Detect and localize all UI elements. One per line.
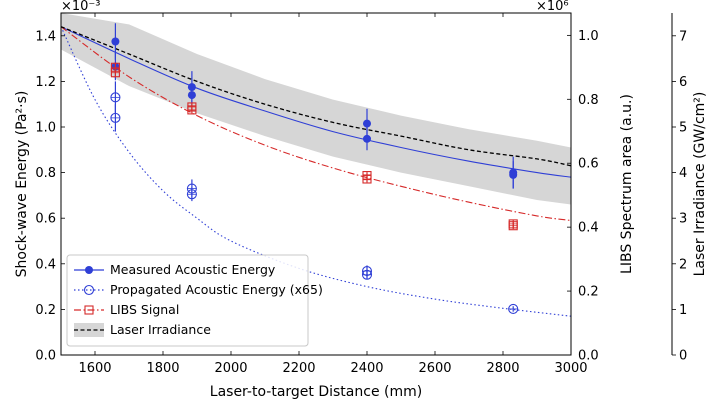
data-point-propagated-acoustic-energy-x65-3 — [186, 187, 197, 202]
legend-box — [66, 254, 309, 347]
irradiance-tick-label: 7 — [679, 29, 687, 44]
irradiance-tick-label: 3 — [679, 212, 687, 227]
legend-marker-measured — [85, 266, 93, 274]
legend-label-measured: Measured Acoustic Energy — [110, 262, 276, 277]
data-point-propagated-acoustic-energy-x65-1 — [110, 104, 121, 132]
x-tick-label: 2800 — [486, 361, 519, 376]
left-tick-label: 0.6 — [35, 212, 56, 227]
left-axis-ticks: 0.0 0.2 0.4 0.6 0.8 1.0 1.2 1.4 — [35, 29, 65, 364]
x-tick-label: 2400 — [350, 361, 383, 376]
x-axis-ticks: 1600 1800 2000 2200 2400 2600 2800 3000 — [78, 13, 588, 376]
x-tick-label: 3000 — [554, 361, 587, 376]
right-tick-label: 0.2 — [578, 285, 599, 300]
right-tick-label: 0.4 — [578, 221, 599, 236]
left-tick-label: 1.0 — [35, 121, 56, 136]
data-point-propagated-acoustic-energy-x65-6 — [508, 303, 519, 314]
fit-line-laser-irradiance — [61, 26, 571, 167]
right-tick-label: 1.0 — [578, 29, 599, 44]
uncertainty-band — [61, 13, 571, 205]
right-axis-ticks: 0.0 0.2 0.4 0.6 0.8 1.0 — [567, 29, 599, 364]
irradiance-axis-ticks: 0 1 2 3 4 5 6 7 — [672, 29, 687, 364]
legend-entry-propagated: Propagated Acoustic Energy (x65) — [74, 282, 323, 297]
fit-line-libs-signal — [61, 26, 571, 222]
irradiance-tick-label: 0 — [679, 349, 687, 364]
legend-entry-irradiance: Laser Irradiance — [74, 322, 211, 337]
data-point-libs-signal-5 — [362, 174, 372, 184]
irradiance-tick-label: 5 — [679, 121, 687, 136]
right-axis-label: LIBS Spectrum area (a.u.) — [619, 94, 635, 274]
data-point-measured-acoustic-energy-7 — [509, 161, 518, 189]
legend-marker-libs — [84, 305, 94, 315]
right-tick-label: 0.8 — [578, 93, 599, 108]
irradiance-tick-label: 1 — [679, 303, 687, 318]
x-tick-label: 1800 — [146, 361, 179, 376]
irradiance-axis-label: Laser Irradiance (GW/cm²) — [692, 92, 708, 277]
left-axis-label: Shock-wave Energy (Pa²·s) — [14, 91, 30, 278]
right-axis-multiplier: ×10⁶ — [536, 0, 569, 14]
legend-entry-measured: Measured Acoustic Energy — [74, 262, 276, 277]
irradiance-tick-label: 2 — [679, 257, 687, 272]
irradiance-tick-label: 4 — [679, 166, 687, 181]
data-point-libs-signal-1 — [110, 68, 120, 78]
x-tick-label: 2200 — [282, 361, 315, 376]
point-marker — [509, 170, 518, 179]
x-tick-label: 2600 — [418, 361, 451, 376]
left-tick-label: 1.2 — [35, 75, 56, 90]
left-tick-label: 0.8 — [35, 166, 56, 181]
data-point-propagated-acoustic-energy-x65-5 — [361, 269, 373, 280]
x-axis-label: Laser-to-target Distance (mm) — [210, 384, 422, 400]
point-marker — [187, 91, 196, 100]
left-tick-label: 0.4 — [35, 257, 56, 272]
point-marker — [363, 119, 371, 128]
irradiance-tick-label: 6 — [679, 75, 687, 90]
point-marker — [363, 134, 371, 143]
left-tick-label: 1.4 — [35, 29, 56, 44]
data-points — [110, 23, 519, 314]
legend: Measured Acoustic Energy Propagated Acou… — [66, 254, 323, 347]
right-tick-label: 0.6 — [578, 157, 599, 172]
left-tick-label: 0.0 — [35, 349, 56, 364]
data-point-measured-acoustic-energy-5 — [363, 127, 371, 151]
x-tick-label: 1600 — [78, 361, 111, 376]
legend-marker-propagated — [83, 284, 95, 296]
left-tick-label: 0.2 — [35, 303, 56, 318]
legend-entry-libs: LIBS Signal — [74, 302, 179, 317]
plot-frame — [60, 12, 572, 356]
data-point-libs-signal-3 — [187, 105, 197, 115]
data-point-libs-signal-7 — [508, 221, 518, 231]
legend-label-libs: LIBS Signal — [110, 302, 179, 317]
point-marker — [111, 37, 120, 46]
uncertainty-band-area — [61, 13, 571, 205]
legend-label-propagated: Propagated Acoustic Energy (x65) — [110, 282, 323, 297]
legend-label-irradiance: Laser Irradiance — [110, 322, 211, 337]
x-tick-label: 2000 — [214, 361, 247, 376]
left-axis-multiplier: ×10⁻³ — [61, 0, 101, 14]
right-tick-label: 0.0 — [578, 349, 599, 364]
